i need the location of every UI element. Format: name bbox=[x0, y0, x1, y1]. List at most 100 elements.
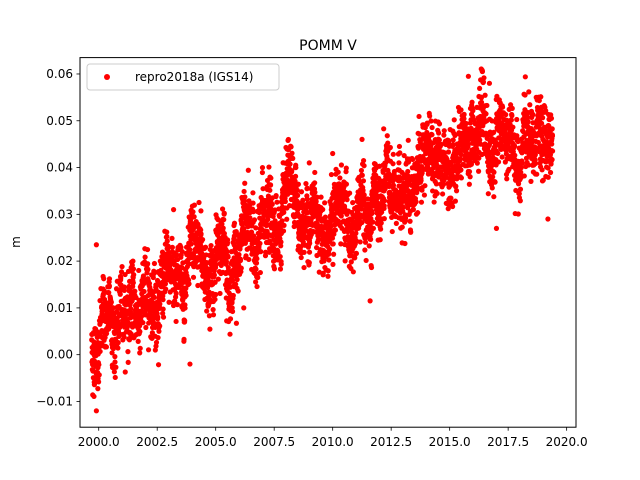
data-point bbox=[534, 171, 540, 177]
data-point bbox=[266, 164, 272, 170]
data-point bbox=[481, 75, 487, 81]
data-point bbox=[267, 187, 273, 193]
data-point bbox=[241, 188, 247, 195]
data-point bbox=[145, 261, 151, 267]
data-point bbox=[304, 196, 310, 202]
data-point bbox=[495, 159, 502, 165]
data-point bbox=[242, 194, 248, 200]
data-point bbox=[208, 242, 214, 249]
data-point bbox=[130, 280, 136, 286]
data-point bbox=[278, 239, 284, 245]
data-point bbox=[274, 199, 280, 205]
data-point bbox=[121, 334, 127, 340]
data-point bbox=[255, 274, 261, 281]
data-point bbox=[335, 169, 341, 175]
data-point bbox=[115, 340, 121, 346]
data-point bbox=[357, 212, 363, 218]
data-point bbox=[509, 113, 515, 119]
data-point bbox=[410, 156, 416, 163]
data-point bbox=[452, 198, 458, 204]
data-point bbox=[469, 99, 475, 105]
data-point bbox=[118, 275, 124, 281]
data-point bbox=[453, 188, 460, 194]
data-point bbox=[378, 220, 384, 226]
data-point bbox=[362, 247, 368, 253]
data-point bbox=[173, 290, 179, 296]
y-tick-label: 0.01 bbox=[46, 301, 73, 315]
data-point bbox=[549, 141, 555, 147]
data-point bbox=[281, 222, 287, 228]
data-point bbox=[224, 249, 230, 255]
data-point bbox=[477, 85, 483, 92]
data-point bbox=[280, 228, 287, 234]
data-point bbox=[407, 218, 413, 224]
data-point bbox=[511, 143, 518, 149]
data-point bbox=[353, 238, 359, 244]
data-point bbox=[330, 150, 336, 157]
data-point bbox=[410, 206, 416, 213]
data-point bbox=[160, 306, 166, 312]
data-point bbox=[152, 347, 158, 353]
data-point bbox=[331, 231, 337, 237]
data-point bbox=[362, 239, 369, 245]
data-point bbox=[372, 161, 378, 167]
x-tick-label: 2015.0 bbox=[429, 435, 471, 449]
data-point bbox=[213, 291, 219, 298]
data-point bbox=[246, 256, 252, 263]
data-point bbox=[329, 235, 336, 241]
data-point bbox=[503, 112, 509, 118]
data-point bbox=[250, 190, 256, 196]
data-point bbox=[231, 220, 238, 226]
data-point bbox=[533, 94, 539, 100]
data-point bbox=[278, 243, 284, 249]
data-point bbox=[126, 337, 133, 343]
data-point bbox=[251, 217, 258, 223]
data-point bbox=[400, 208, 406, 214]
data-point bbox=[528, 178, 534, 184]
y-axis: −0.01 0.00 0.01 0.02 0.03 0.04 0.05 0.06 bbox=[36, 67, 80, 408]
data-point bbox=[211, 272, 217, 278]
data-point bbox=[326, 257, 332, 263]
data-point bbox=[326, 251, 332, 257]
data-point bbox=[200, 236, 206, 243]
data-point bbox=[172, 298, 178, 304]
data-point bbox=[163, 286, 169, 292]
y-tick-label: 0.00 bbox=[46, 348, 73, 362]
data-point bbox=[140, 273, 147, 279]
data-point bbox=[212, 296, 218, 303]
data-point bbox=[106, 276, 113, 282]
data-point bbox=[160, 293, 166, 299]
data-point bbox=[399, 224, 405, 230]
data-point bbox=[474, 160, 480, 166]
data-point bbox=[170, 207, 177, 213]
data-point bbox=[295, 181, 301, 187]
data-point bbox=[233, 320, 240, 326]
data-point bbox=[525, 118, 531, 124]
legend: repro2018a (IGS14) bbox=[86, 63, 280, 91]
data-point bbox=[396, 143, 403, 150]
data-point bbox=[166, 299, 172, 305]
data-point bbox=[210, 312, 217, 318]
data-point bbox=[451, 117, 457, 123]
data-point bbox=[463, 120, 469, 127]
data-point bbox=[525, 162, 532, 168]
data-point bbox=[122, 369, 128, 375]
x-tick-label: 2007.5 bbox=[253, 435, 295, 449]
data-point bbox=[300, 197, 306, 203]
data-point bbox=[97, 348, 103, 355]
data-point bbox=[535, 139, 541, 146]
data-point bbox=[307, 240, 313, 246]
data-point bbox=[445, 206, 451, 212]
data-point bbox=[243, 253, 249, 259]
data-point bbox=[198, 208, 204, 214]
data-point bbox=[401, 152, 407, 159]
data-point bbox=[509, 105, 515, 111]
data-point bbox=[137, 328, 143, 335]
data-point bbox=[289, 168, 295, 174]
data-point bbox=[449, 203, 456, 210]
data-point bbox=[292, 173, 299, 179]
data-point bbox=[313, 198, 319, 205]
data-point bbox=[151, 268, 157, 274]
data-point bbox=[198, 227, 204, 233]
data-point bbox=[219, 259, 225, 265]
